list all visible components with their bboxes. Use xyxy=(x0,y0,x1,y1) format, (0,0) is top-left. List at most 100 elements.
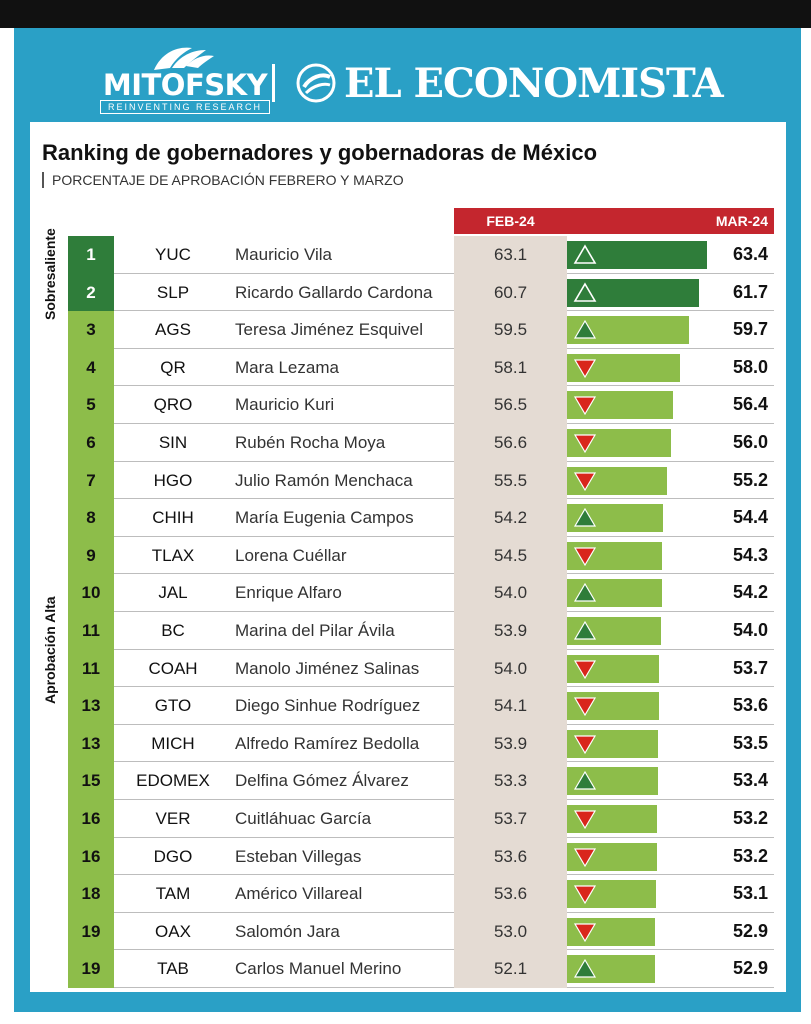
trend-down-icon xyxy=(573,735,597,754)
table-row: 19 TAB Carlos Manuel Merino 52.1 52.9 xyxy=(68,950,774,988)
trend-down-icon xyxy=(573,659,597,679)
state-abbr-cell: VER xyxy=(155,809,191,828)
table-row: 13 MICH Alfredo Ramírez Bedolla 53.9 53.5 xyxy=(68,724,774,763)
table-row: 7 HGO Julio Ramón Menchaca 55.5 55.2 xyxy=(68,461,774,500)
mar-value-label: 53.4 xyxy=(732,770,768,791)
rank-cell: 9 xyxy=(68,536,114,575)
governor-name-cell: Ricardo Gallardo Cardona xyxy=(235,282,433,302)
mar-value-label: 54.3 xyxy=(732,544,768,565)
rank-cell: 8 xyxy=(68,499,114,537)
state-abbr-cell: SLP xyxy=(156,282,190,302)
state-abbr-cell: COAH xyxy=(148,658,198,678)
table-row: 3 AGS Teresa Jiménez Esquivel 59.5 59.7 xyxy=(68,311,774,349)
rank-cell: 13 xyxy=(68,724,114,763)
governor-name-cell: Rubén Rocha Moya xyxy=(235,433,386,452)
group-label: Sobresaliente xyxy=(42,227,58,320)
mar-value-label: 53.5 xyxy=(732,732,768,753)
governor-name-cell: Salomón Jara xyxy=(235,921,340,941)
table-row: 16 VER Cuitláhuac García 53.7 53.2 xyxy=(68,800,774,838)
feb-value-cell: 55.5 xyxy=(454,461,567,500)
table-row: 18 TAM Américo Villareal 53.6 53.1 xyxy=(68,875,774,913)
rank-cell: 4 xyxy=(68,348,114,387)
mar-value-label: 53.2 xyxy=(732,808,768,828)
mar-value-label: 53.2 xyxy=(732,845,768,866)
trend-up-icon xyxy=(573,583,597,602)
table-row: 15 EDOMEX Delfina Gómez Álvarez 53.3 53.4 xyxy=(68,762,774,800)
trend-down-icon xyxy=(573,471,597,491)
group-label: Aprobación Alta xyxy=(42,595,58,704)
mitofsky-wing-icon xyxy=(154,47,214,70)
rank-cell: 6 xyxy=(68,424,114,462)
governor-name-cell: Cuitláhuac García xyxy=(235,809,372,828)
table-row: 1 YUC Mauricio Vila 63.1 63.4 xyxy=(68,236,774,274)
trend-up-icon xyxy=(573,282,597,302)
table-row: 6 SIN Rubén Rocha Moya 56.6 56.0 xyxy=(68,424,774,462)
mar-value-label: 54.4 xyxy=(732,507,768,528)
trend-down-icon xyxy=(573,697,597,717)
feb-value-cell: 54.0 xyxy=(454,574,567,612)
trend-up-icon xyxy=(573,244,597,264)
mar-value-label: 53.7 xyxy=(732,657,768,678)
mitofsky-wordmark: MITOFSKY xyxy=(102,68,268,102)
table-row: 2 SLP Ricardo Gallardo Cardona 60.7 61.7 xyxy=(68,273,774,312)
feb-value-cell: 54.2 xyxy=(454,499,567,537)
governor-name-cell: Alfredo Ramírez Bedolla xyxy=(235,733,420,753)
chart-title: Ranking de gobernadores y gobernadoras d… xyxy=(42,140,598,165)
table-row: 16 DGO Esteban Villegas 53.6 53.2 xyxy=(68,837,774,876)
trend-down-icon xyxy=(573,434,597,454)
mitofsky-logo: MITOFSKY REINVENTING RESEARCH xyxy=(100,42,270,116)
governor-name-cell: Enrique Alfaro xyxy=(235,583,342,603)
trend-up-icon xyxy=(573,320,597,339)
state-abbr-cell: TAB xyxy=(157,959,189,979)
mar-value-label: 56.0 xyxy=(732,432,768,452)
state-abbr-cell: AGS xyxy=(155,320,191,340)
ranking-panel: Ranking de gobernadores y gobernadoras d… xyxy=(30,122,786,992)
mar-value-label: 52.9 xyxy=(732,958,768,979)
table-row: 8 CHIH María Eugenia Campos 54.2 54.4 xyxy=(68,499,774,537)
state-abbr-cell: YUC xyxy=(155,245,191,264)
mar-value-label: 53.1 xyxy=(732,883,768,904)
governor-name-cell: María Eugenia Campos xyxy=(235,508,414,528)
feb-value-cell: 53.9 xyxy=(454,724,567,763)
table-row: 5 QRO Mauricio Kuri 56.5 56.4 xyxy=(68,386,774,424)
table-row: 19 OAX Salomón Jara 53.0 52.9 xyxy=(68,912,774,951)
rank-cell: 19 xyxy=(68,950,114,988)
feb-value-cell: 53.3 xyxy=(454,762,567,800)
trend-down-icon xyxy=(573,547,597,566)
feb-value-cell: 60.7 xyxy=(454,273,567,312)
trend-up-icon xyxy=(573,959,597,978)
el-economista-wordmark: EL ECONOMISTA xyxy=(344,59,724,107)
header-divider xyxy=(272,64,275,102)
trend-down-icon xyxy=(573,885,597,905)
governor-name-cell: Mara Lezama xyxy=(235,357,339,377)
rank-cell: 10 xyxy=(68,574,114,612)
rank-cell: 18 xyxy=(68,875,114,913)
rank-cell: 16 xyxy=(68,800,114,838)
feb-value-cell: 54.0 xyxy=(454,649,567,688)
governor-name-cell: Julio Ramón Menchaca xyxy=(235,470,413,490)
feb-value-cell: 63.1 xyxy=(454,236,567,274)
feb-value-cell: 52.1 xyxy=(454,950,567,988)
state-abbr-cell: DGO xyxy=(153,846,193,866)
trend-down-icon xyxy=(573,396,597,416)
feb-value-cell: 53.9 xyxy=(454,612,567,650)
trend-down-icon xyxy=(573,923,597,942)
mar-value-label: 56.4 xyxy=(732,394,768,415)
rank-cell: 5 xyxy=(68,386,114,424)
trend-up-icon xyxy=(573,508,597,527)
table-row: 10 JAL Enrique Alfaro 54.0 54.2 xyxy=(68,574,774,612)
rank-cell: 11 xyxy=(68,649,114,688)
state-abbr-cell: QR xyxy=(160,357,186,377)
trend-down-icon xyxy=(573,810,597,830)
feb-value-cell: 58.1 xyxy=(454,348,567,387)
bottom-margin xyxy=(0,1012,811,1024)
mar-value-label: 61.7 xyxy=(732,281,768,302)
table-row: 4 QR Mara Lezama 58.1 58.0 xyxy=(68,348,774,387)
state-abbr-cell: EDOMEX xyxy=(136,771,210,791)
feb-value-cell: 53.6 xyxy=(454,875,567,913)
state-abbr-cell: JAL xyxy=(158,583,188,603)
governor-name-cell: Lorena Cuéllar xyxy=(235,545,347,565)
mar-value-label: 58.0 xyxy=(732,356,768,377)
governor-name-cell: Esteban Villegas xyxy=(235,846,362,866)
top-black-bar xyxy=(0,0,811,28)
